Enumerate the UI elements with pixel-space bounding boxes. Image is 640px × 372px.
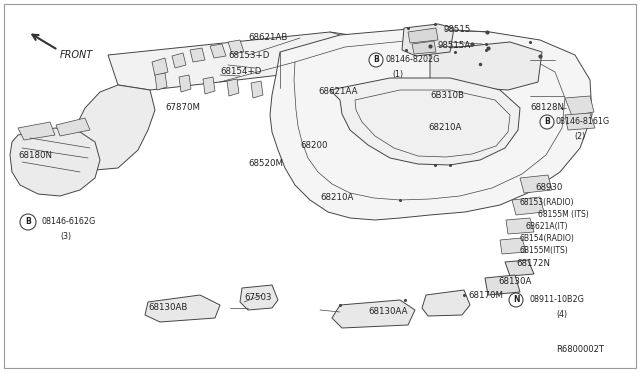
Text: FRONT: FRONT (60, 50, 93, 60)
Polygon shape (172, 53, 186, 68)
Text: 68128N: 68128N (530, 103, 564, 112)
Text: 6B621A(IT): 6B621A(IT) (526, 221, 568, 231)
Polygon shape (430, 42, 542, 90)
Polygon shape (228, 40, 244, 54)
Text: (1): (1) (392, 70, 403, 78)
Text: 68154+D: 68154+D (220, 67, 261, 77)
Polygon shape (500, 238, 526, 254)
Text: 98515: 98515 (444, 26, 472, 35)
Polygon shape (270, 28, 592, 220)
Text: 68621AB: 68621AB (248, 33, 287, 42)
Polygon shape (565, 96, 594, 116)
Text: (4): (4) (556, 310, 567, 318)
Polygon shape (155, 73, 167, 90)
Polygon shape (251, 81, 263, 98)
Text: 68200: 68200 (300, 141, 328, 150)
Polygon shape (506, 218, 534, 234)
Text: 08146-8161G: 08146-8161G (556, 118, 610, 126)
Text: 68130AB: 68130AB (148, 304, 188, 312)
Polygon shape (275, 83, 287, 100)
Polygon shape (203, 77, 215, 94)
Text: 08911-10B2G: 08911-10B2G (530, 295, 585, 305)
Polygon shape (330, 78, 520, 165)
Text: 98515A: 98515A (437, 42, 470, 51)
Polygon shape (485, 275, 520, 295)
Text: 68172N: 68172N (516, 260, 550, 269)
Text: 68170M: 68170M (468, 292, 503, 301)
Text: R6800002T: R6800002T (556, 346, 604, 355)
Text: 68130AA: 68130AA (368, 308, 408, 317)
Polygon shape (10, 128, 100, 196)
Polygon shape (56, 118, 90, 136)
Text: 68155M (ITS): 68155M (ITS) (538, 209, 589, 218)
Polygon shape (145, 295, 220, 322)
Polygon shape (512, 197, 544, 215)
Polygon shape (179, 75, 191, 92)
Circle shape (540, 115, 554, 129)
Text: 67503: 67503 (244, 294, 271, 302)
Text: N: N (513, 295, 519, 305)
Circle shape (369, 53, 383, 67)
Text: (2): (2) (574, 131, 585, 141)
Polygon shape (240, 285, 278, 310)
Polygon shape (422, 290, 470, 316)
Text: 68153(RADIO): 68153(RADIO) (520, 198, 575, 206)
Text: 6B310B: 6B310B (430, 92, 464, 100)
Polygon shape (227, 79, 239, 96)
Polygon shape (210, 44, 226, 58)
Text: 68520M: 68520M (248, 158, 283, 167)
Polygon shape (332, 300, 415, 328)
Polygon shape (72, 85, 155, 170)
Polygon shape (505, 260, 534, 276)
Text: 67870M: 67870M (165, 103, 200, 112)
Polygon shape (408, 28, 438, 43)
Circle shape (509, 293, 523, 307)
Text: 08146-6162G: 08146-6162G (42, 218, 96, 227)
Text: B: B (544, 118, 550, 126)
Text: 68180N: 68180N (18, 151, 52, 160)
Text: 68130A: 68130A (498, 278, 531, 286)
Text: 68930: 68930 (535, 183, 563, 192)
Text: 68210A: 68210A (320, 193, 353, 202)
Polygon shape (18, 122, 55, 140)
Polygon shape (412, 41, 436, 54)
Polygon shape (152, 58, 168, 76)
Polygon shape (108, 32, 370, 90)
Circle shape (20, 214, 36, 230)
Text: 6B154(RADIO): 6B154(RADIO) (520, 234, 575, 243)
Text: 08146-8202G: 08146-8202G (385, 55, 440, 64)
Text: B: B (25, 218, 31, 227)
Text: 68153+D: 68153+D (228, 51, 269, 61)
Text: B: B (373, 55, 379, 64)
Text: (3): (3) (60, 231, 71, 241)
Text: 68621AA: 68621AA (318, 87, 358, 96)
Polygon shape (520, 175, 552, 193)
Polygon shape (190, 48, 205, 62)
Text: 6B155M(ITS): 6B155M(ITS) (520, 246, 569, 254)
Polygon shape (565, 113, 595, 130)
Text: 68210A: 68210A (428, 124, 461, 132)
Polygon shape (402, 24, 454, 56)
